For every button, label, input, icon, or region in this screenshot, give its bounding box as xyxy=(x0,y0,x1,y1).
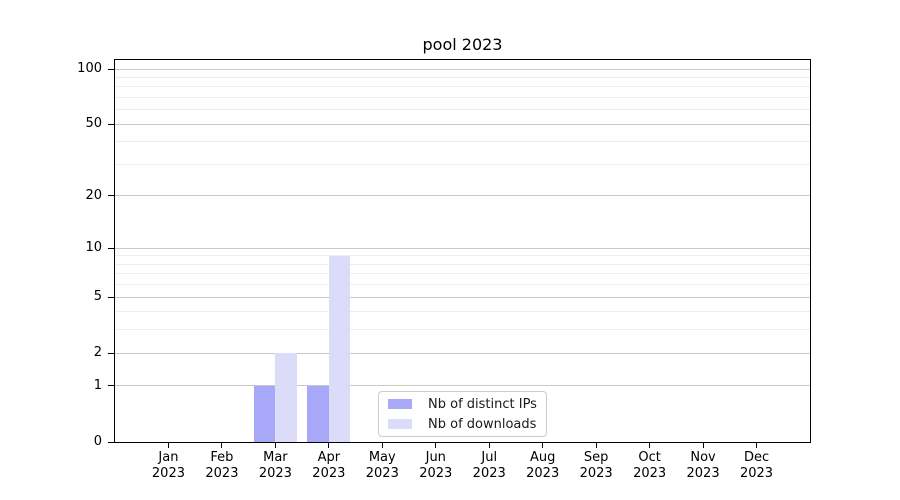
x-tick-label-line: Aug xyxy=(529,450,556,465)
chart-title: pool 2023 xyxy=(422,35,503,54)
plot-area xyxy=(114,59,811,443)
y-tick-label: 5 xyxy=(93,289,102,305)
x-tick-label-line: 2023 xyxy=(365,466,399,481)
major-gridline xyxy=(115,352,810,354)
x-tick-label-line: Nov xyxy=(690,450,716,465)
bar-nb-of-distinct-ips-mar-2023 xyxy=(253,385,276,442)
x-tick-label: Feb 2023 xyxy=(186,450,258,482)
x-tick-label: Oct 2023 xyxy=(614,450,686,482)
x-tick-mark xyxy=(702,443,704,448)
x-tick-label: Aug 2023 xyxy=(507,450,579,482)
minor-gridline xyxy=(115,311,810,313)
minor-gridline xyxy=(115,284,810,286)
x-tick-label-line: 2023 xyxy=(312,466,346,481)
x-tick-label: Jun 2023 xyxy=(400,450,472,482)
minor-gridline xyxy=(115,263,810,265)
x-tick-label-line: Sep xyxy=(583,450,609,465)
y-tick-mark xyxy=(108,352,114,354)
y-tick-mark xyxy=(108,123,114,125)
x-tick-label-line: Jun xyxy=(425,450,446,465)
minor-gridline xyxy=(115,329,810,331)
bar-nb-of-distinct-ips-apr-2023 xyxy=(307,385,329,442)
minor-gridline xyxy=(115,273,810,275)
y-tick-label: 2 xyxy=(93,345,102,361)
x-tick-label: Apr 2023 xyxy=(293,450,365,482)
x-tick-label-line: Apr xyxy=(317,450,341,465)
minor-gridline xyxy=(115,109,810,111)
x-tick-label-line: Jan xyxy=(158,450,179,465)
x-tick-label: Mar 2023 xyxy=(239,450,311,482)
x-tick-label: May 2023 xyxy=(346,450,418,482)
x-tick-mark xyxy=(488,443,490,448)
x-tick-mark xyxy=(756,443,758,448)
x-tick-mark xyxy=(542,443,544,448)
minor-gridline xyxy=(115,163,810,165)
legend-label: Nb of distinct IPs xyxy=(428,396,537,412)
x-tick-label-line: Oct xyxy=(638,450,661,465)
legend-item: Nb of downloads xyxy=(386,417,539,432)
x-tick-label-line: 2023 xyxy=(205,466,239,481)
x-tick-mark xyxy=(595,443,597,448)
x-tick-label-line: 2023 xyxy=(526,466,560,481)
y-tick-label: 100 xyxy=(77,61,102,76)
x-tick-mark xyxy=(274,443,276,448)
y-tick-label: 1 xyxy=(93,377,102,393)
x-tick-label: Dec 2023 xyxy=(721,450,793,482)
x-tick-mark xyxy=(435,443,437,448)
y-tick-mark xyxy=(108,68,114,70)
x-tick-label-line: Dec xyxy=(743,450,770,465)
x-tick-label: Nov 2023 xyxy=(667,450,739,482)
major-gridline xyxy=(115,68,810,70)
major-gridline xyxy=(115,385,810,387)
major-gridline xyxy=(115,296,810,298)
x-tick-label-line: 2023 xyxy=(686,466,720,481)
x-tick-label-line: May xyxy=(368,450,396,465)
major-gridline xyxy=(115,195,810,197)
legend-swatch-icon xyxy=(388,399,412,409)
x-tick-label-line: Feb xyxy=(210,450,234,465)
y-tick-mark xyxy=(108,195,114,197)
major-gridline xyxy=(115,247,810,249)
x-tick-label-line: 2023 xyxy=(579,466,613,481)
x-tick-label-line: 2023 xyxy=(151,466,185,481)
x-tick-mark xyxy=(221,443,223,448)
x-tick-label-line: Jul xyxy=(481,450,498,465)
y-tick-mark xyxy=(108,441,114,443)
major-gridline xyxy=(115,123,810,125)
x-tick-label-line: 2023 xyxy=(419,466,453,481)
x-tick-label-line: 2023 xyxy=(739,466,774,481)
legend-label: Nb of downloads xyxy=(428,416,537,432)
x-tick-mark xyxy=(649,443,651,448)
x-tick-label-line: 2023 xyxy=(633,466,667,481)
x-tick-label-line: 2023 xyxy=(472,466,506,481)
x-tick-mark xyxy=(167,443,169,448)
y-tick-mark xyxy=(108,385,114,387)
bar-nb-of-downloads-mar-2023 xyxy=(275,353,297,442)
y-tick-label: 10 xyxy=(85,240,102,256)
legend-item: Nb of distinct IPs xyxy=(386,397,539,412)
y-tick-mark xyxy=(108,247,114,249)
y-tick-label: 50 xyxy=(85,116,102,132)
x-tick-label: Jul 2023 xyxy=(453,450,525,482)
y-tick-label: 0 xyxy=(93,434,102,449)
minor-gridline xyxy=(115,76,810,78)
minor-gridline xyxy=(115,86,810,88)
minor-gridline xyxy=(115,97,810,98)
y-tick-mark xyxy=(108,296,114,298)
x-tick-label: Sep 2023 xyxy=(560,450,632,482)
minor-gridline xyxy=(115,141,810,143)
x-tick-mark xyxy=(381,443,383,448)
bar-nb-of-downloads-apr-2023 xyxy=(328,255,351,442)
x-tick-label-line: Mar xyxy=(263,450,288,465)
legend-swatch-icon xyxy=(388,419,412,429)
x-tick-mark xyxy=(328,443,330,448)
y-tick-label: 20 xyxy=(85,187,102,203)
legend: Nb of distinct IPs Nb of downloads xyxy=(378,391,547,437)
x-tick-label-line: 2023 xyxy=(258,466,292,481)
x-tick-label: Jan 2023 xyxy=(132,450,204,482)
minor-gridline xyxy=(115,255,810,257)
